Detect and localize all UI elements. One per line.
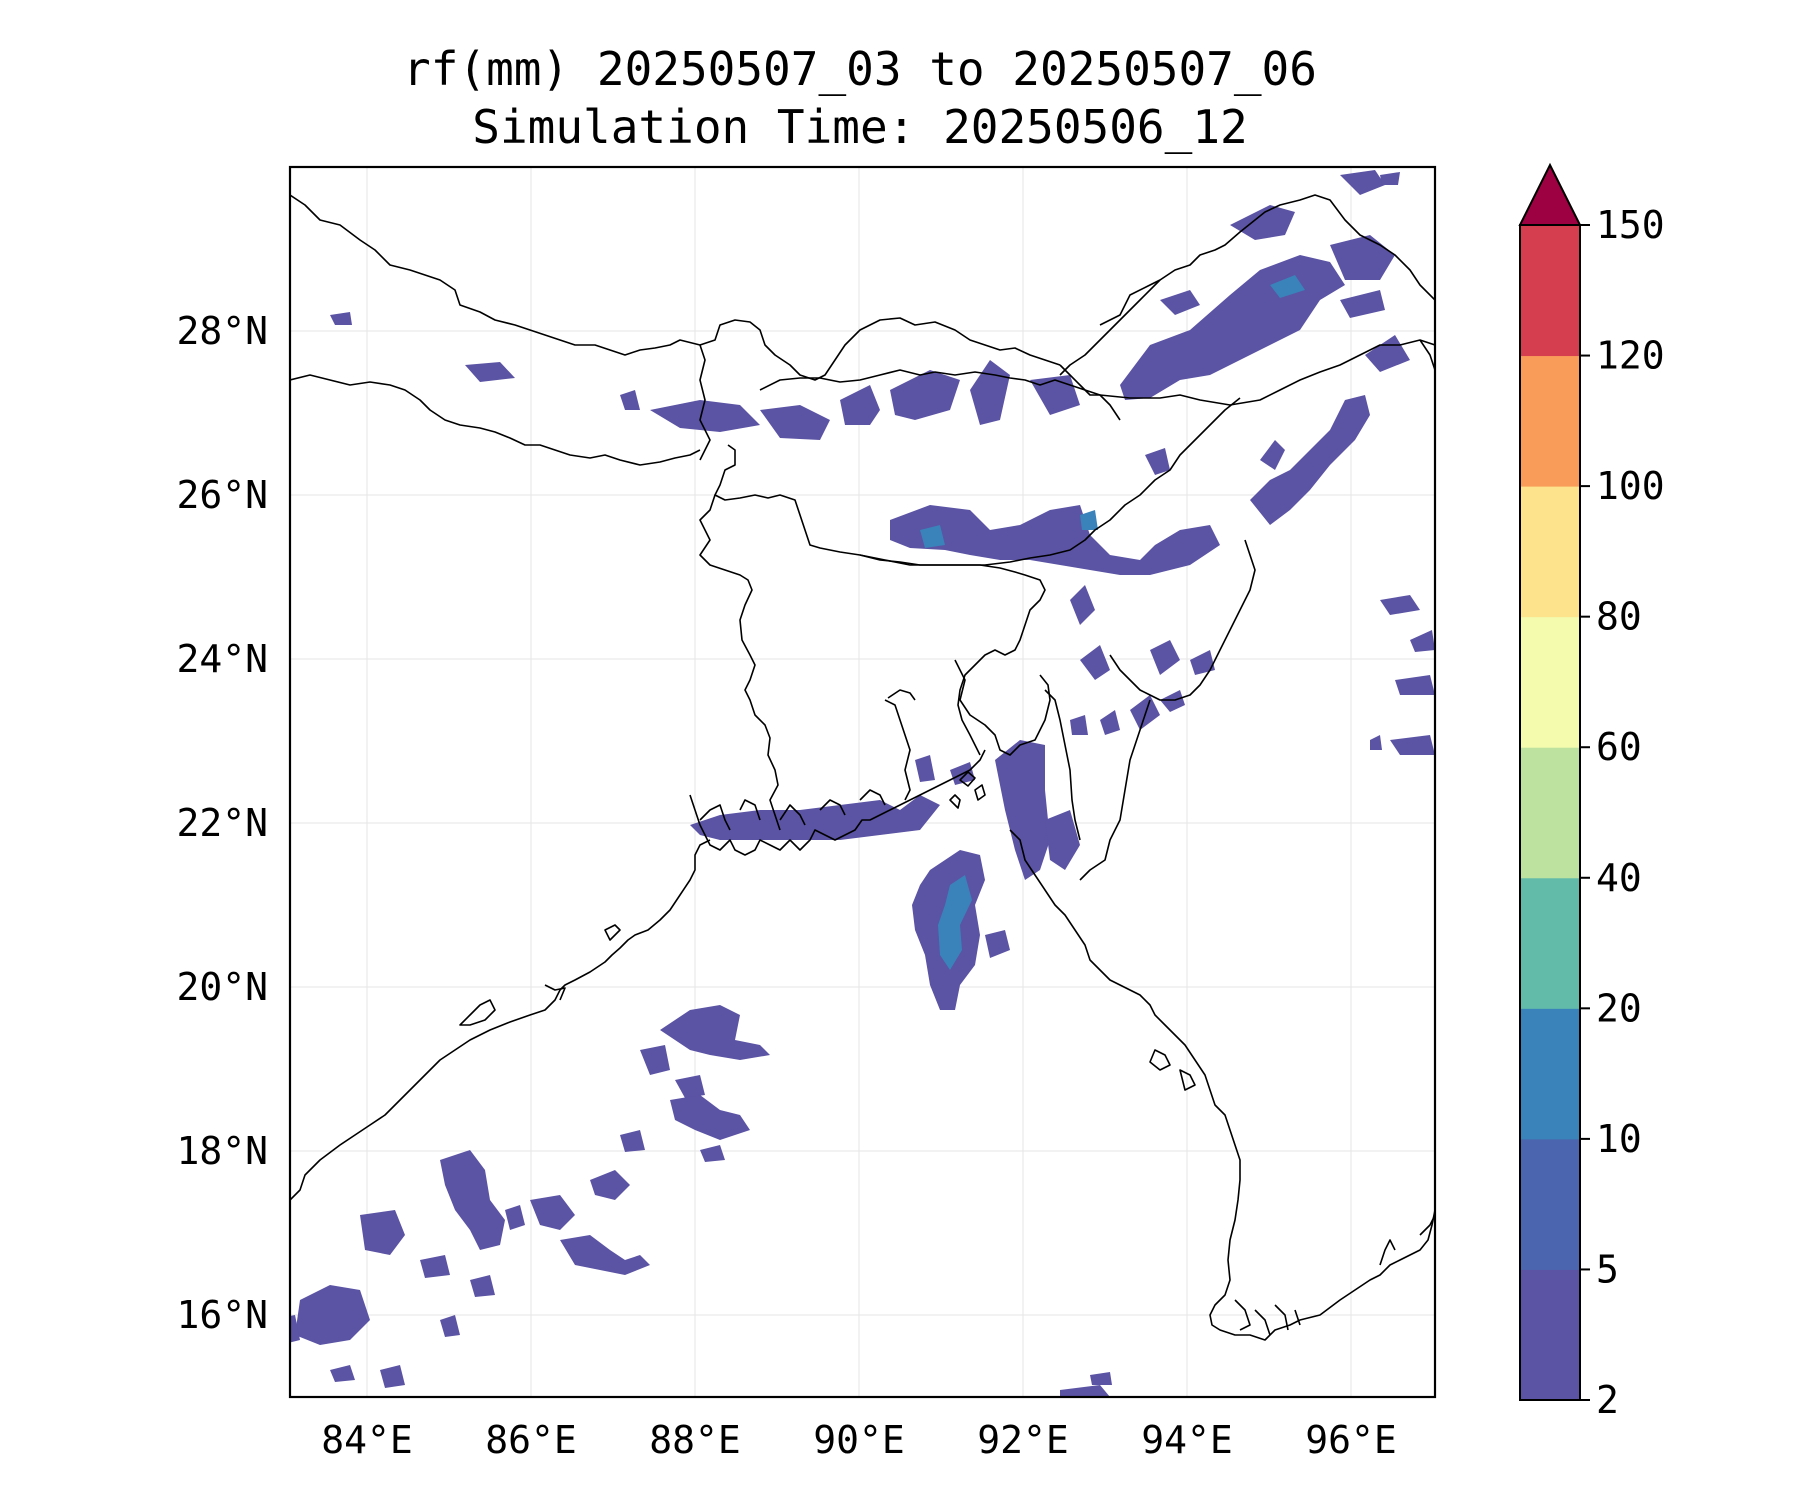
- y-tick-label: 16°N: [176, 1293, 268, 1337]
- y-axis-ticks: 16°N 18°N 20°N 22°N 24°N 26°N 28°N: [176, 309, 268, 1337]
- colorbar-band: [1520, 747, 1580, 879]
- x-axis-ticks: 84°E 86°E 88°E 90°E 92°E 94°E 96°E: [321, 1418, 1397, 1462]
- chart-subtitle: Simulation Time: 20250506_12: [472, 100, 1248, 154]
- colorbar-tick-label: 60: [1596, 725, 1642, 769]
- colorbar: 2 5 10 20 40 60 80 100 120 150: [1518, 162, 1665, 1422]
- x-tick-label: 94°E: [1141, 1418, 1233, 1462]
- chart-title: rf(mm) 20250507_03 to 20250507_06: [403, 42, 1317, 96]
- x-tick-label: 84°E: [321, 1418, 413, 1462]
- y-tick-label: 24°N: [176, 637, 268, 681]
- colorbar-tick-label: 20: [1596, 986, 1642, 1030]
- x-tick-label: 96°E: [1305, 1418, 1397, 1462]
- colorbar-band: [1520, 486, 1580, 618]
- coastlines-borders: [290, 194, 1435, 1341]
- colorbar-band: [1520, 225, 1580, 357]
- y-tick-label: 20°N: [176, 965, 268, 1009]
- colorbar-band: [1520, 1138, 1580, 1270]
- colorbar-tick-label: 10: [1596, 1117, 1642, 1161]
- y-tick-label: 26°N: [176, 473, 268, 517]
- colorbar-tick-label: 150: [1596, 203, 1665, 247]
- colorbar-frame: [1519, 224, 1581, 1401]
- colorbar-tick-label: 40: [1596, 856, 1642, 900]
- x-tick-label: 86°E: [485, 1418, 577, 1462]
- colorbar-band: [1520, 1008, 1580, 1140]
- y-tick-label: 22°N: [176, 801, 268, 845]
- colorbar-extend-arrow: [1518, 162, 1582, 226]
- colorbar-tick-label: 100: [1596, 464, 1665, 508]
- x-tick-label: 92°E: [977, 1418, 1069, 1462]
- colorbar-band: [1520, 1269, 1580, 1401]
- colorbar-tick-label: 5: [1596, 1247, 1619, 1291]
- colorbar-band: [1520, 616, 1580, 748]
- y-tick-label: 28°N: [176, 309, 268, 353]
- x-tick-label: 88°E: [649, 1418, 741, 1462]
- rainfall-contours-high: [920, 275, 1305, 970]
- x-tick-label: 90°E: [813, 1418, 905, 1462]
- colorbar-band: [1520, 355, 1580, 487]
- colorbar-tick-label: 2: [1596, 1378, 1619, 1422]
- map-frame: [288, 165, 1437, 1399]
- y-tick-label: 18°N: [176, 1129, 268, 1173]
- colorbar-tick-label: 80: [1596, 595, 1642, 639]
- colorbar-band: [1520, 877, 1580, 1009]
- colorbar-tick-label: 120: [1596, 334, 1665, 378]
